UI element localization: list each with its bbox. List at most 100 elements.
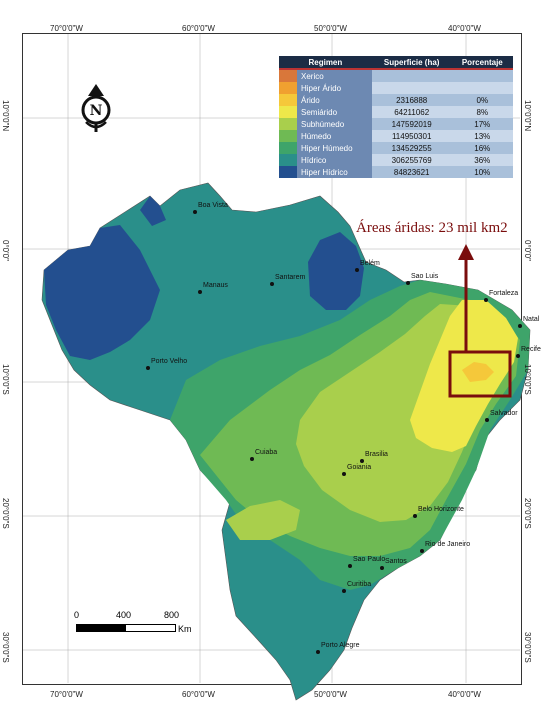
coord-bottom-60w: 60°0'0"W xyxy=(182,690,215,699)
legend-swatch xyxy=(279,82,297,94)
city-label: Brasilia xyxy=(365,451,388,458)
city-label: Curitiba xyxy=(347,581,372,588)
legend-swatch xyxy=(279,69,297,82)
coord-bottom-70w: 70°0'0"W xyxy=(50,690,83,699)
coord-left-10s: 10°0'0"S xyxy=(1,364,10,395)
legend-row: Subhúmedo 147592019 17% xyxy=(279,118,513,130)
legend-porcentaje xyxy=(451,69,513,82)
legend-regimen-name: Hídrico xyxy=(297,154,372,166)
region-subhumedo-center xyxy=(226,500,300,540)
legend-swatch xyxy=(279,130,297,142)
legend-row: Húmedo 114950301 13% xyxy=(279,130,513,142)
legend-swatch xyxy=(279,118,297,130)
legend-header-regimen: Regimen xyxy=(279,56,372,70)
region-hiper-hidrico-west xyxy=(44,225,160,360)
legend-regimen-name: Hiper Hídrico xyxy=(297,166,372,178)
city-label: Sao Paulo xyxy=(353,556,386,563)
city-label: Santos xyxy=(385,558,407,565)
city-label: Salvador xyxy=(490,410,518,417)
city-dot xyxy=(342,472,346,476)
legend-superficie: 64211062 xyxy=(371,106,452,118)
north-arrow-icon: N xyxy=(78,82,114,134)
legend-header-porcentaje: Porcentaje xyxy=(451,56,513,70)
legend-swatch xyxy=(279,94,297,106)
coord-left-10n: 10°0'0"N xyxy=(1,100,10,132)
city-dot xyxy=(484,298,488,302)
legend-superficie: 306255769 xyxy=(371,154,452,166)
legend-row: Hiper Hídrico 84823621 10% xyxy=(279,166,513,178)
legend-table: Regimen Superficie (ha) Porcentaje Xeric… xyxy=(279,56,513,178)
region-arido xyxy=(462,362,494,382)
coord-top-60w: 60°0'0"W xyxy=(182,24,215,33)
legend-superficie xyxy=(371,69,452,82)
city-label: Belo Horizonte xyxy=(418,506,464,513)
legend-superficie xyxy=(371,82,452,94)
city-label: Belém xyxy=(360,260,380,267)
legend-porcentaje: 17% xyxy=(451,118,513,130)
city-label: Manaus xyxy=(203,282,228,289)
scale-label-0: 0 xyxy=(74,610,80,620)
legend-row: Hiper Húmedo 134529255 16% xyxy=(279,142,513,154)
legend-row: Hídrico 306255769 36% xyxy=(279,154,513,166)
legend-porcentaje: 36% xyxy=(451,154,513,166)
city-dot xyxy=(270,282,274,286)
city-dot xyxy=(342,589,346,593)
legend-row: Hiper Árido xyxy=(279,82,513,94)
coord-right-30s: 30°0'0"S xyxy=(523,632,532,663)
region-semiarido xyxy=(410,300,518,452)
city-dot xyxy=(193,210,197,214)
coord-bottom-40w: 40°0'0"W xyxy=(448,690,481,699)
city-label: Rio de Janeiro xyxy=(425,541,471,548)
city-label: Porto Alegre xyxy=(321,642,360,649)
city-label: Fortaleza xyxy=(489,290,519,297)
legend-superficie: 2316888 xyxy=(371,94,452,106)
arid-area-annotation: Áreas áridas: 23 mil km2 xyxy=(356,220,508,236)
region-hiper-hidrico-belem xyxy=(308,232,364,310)
city-label: Sao Luis xyxy=(411,273,439,280)
legend-regimen-name: Xerico xyxy=(297,69,372,82)
city-dot xyxy=(485,418,489,422)
legend-regimen-name: Subhúmedo xyxy=(297,118,372,130)
legend-swatch xyxy=(279,142,297,154)
coord-top-40w: 40°0'0"W xyxy=(448,24,481,33)
city-dot xyxy=(518,324,522,328)
annotation-arrowhead xyxy=(458,244,474,260)
region-hiper-hidrico-north xyxy=(140,196,166,226)
city-label: Cuiaba xyxy=(255,449,278,456)
city-label: Natal xyxy=(523,316,540,323)
legend-row: Árido 2316888 0% xyxy=(279,94,513,106)
legend-superficie: 147592019 xyxy=(371,118,452,130)
coord-right-10n: 10°0'0"N xyxy=(523,100,532,132)
scale-unit: Km xyxy=(178,624,192,634)
legend-regimen-name: Semiárido xyxy=(297,106,372,118)
coord-left-20s: 20°0'0"S xyxy=(1,498,10,529)
legend-porcentaje: 10% xyxy=(451,166,513,178)
legend-porcentaje: 13% xyxy=(451,130,513,142)
coord-left-30s: 30°0'0"S xyxy=(1,632,10,663)
legend-regimen-name: Hiper Árido xyxy=(297,82,372,94)
coord-bottom-50w: 50°0'0"W xyxy=(314,690,347,699)
city-dot xyxy=(250,457,254,461)
city-dot xyxy=(146,366,150,370)
city-dot xyxy=(348,564,352,568)
legend-row: Xerico xyxy=(279,69,513,82)
city-label: Santarem xyxy=(275,274,306,281)
legend-regimen-name: Árido xyxy=(297,94,372,106)
city-dot xyxy=(516,354,520,358)
city-dot xyxy=(355,268,359,272)
city-dot xyxy=(380,566,384,570)
legend-header-superficie: Superficie (ha) xyxy=(371,56,452,70)
coord-right-10s: 10°0'0"S xyxy=(523,364,532,395)
legend-porcentaje: 16% xyxy=(451,142,513,154)
coord-top-70w: 70°0'0"W xyxy=(50,24,83,33)
legend-superficie: 114950301 xyxy=(371,130,452,142)
legend-regimen-name: Hiper Húmedo xyxy=(297,142,372,154)
scale-bar-graphic xyxy=(76,624,176,632)
scale-bar: 0 400 800 Km xyxy=(74,610,214,640)
city-dot xyxy=(316,650,320,654)
city-label: Porto Velho xyxy=(151,358,188,365)
legend-swatch xyxy=(279,166,297,178)
city-label: Boa Vista xyxy=(198,202,228,209)
scale-label-400: 400 xyxy=(116,610,132,620)
